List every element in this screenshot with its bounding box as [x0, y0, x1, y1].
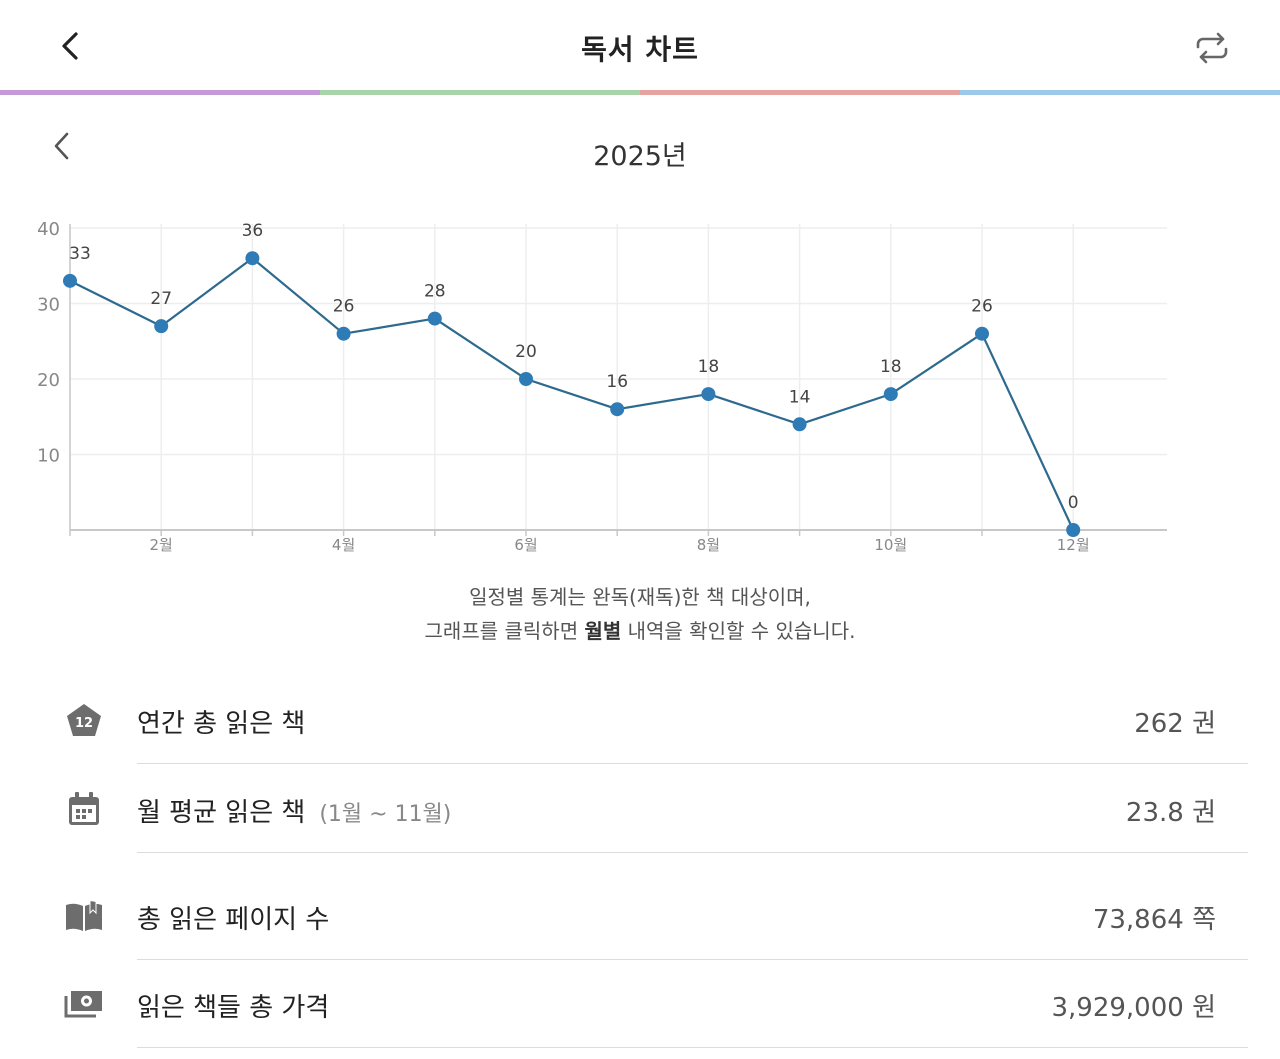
- calendar-icon: [64, 791, 104, 827]
- stat-label: 연간 총 읽은 책: [137, 703, 305, 740]
- color-segment: [0, 90, 320, 95]
- color-segment: [640, 90, 960, 95]
- data-label: 18: [880, 357, 902, 377]
- top-bar: 독서 차트: [0, 0, 1280, 92]
- year-label: 2025년: [593, 141, 687, 172]
- data-point[interactable]: [610, 402, 625, 417]
- y-tick-label: 40: [37, 219, 60, 240]
- page-title: 독서 차트: [581, 33, 699, 66]
- note-line-2-bold: 월별: [584, 619, 622, 643]
- money-icon: [64, 986, 104, 1022]
- data-point[interactable]: [63, 273, 77, 288]
- row-divider: [137, 852, 1248, 853]
- data-point[interactable]: [336, 326, 351, 341]
- data-point[interactable]: [701, 387, 716, 402]
- x-tick-label: 4월: [332, 536, 355, 554]
- y-tick-label: 20: [37, 370, 60, 391]
- stat-label: 총 읽은 페이지 수: [137, 899, 329, 936]
- stat-sublabel: (1월 ~ 11월): [319, 802, 452, 827]
- stat-value: 23.8 권: [1125, 798, 1216, 828]
- series-line: [69, 257, 1075, 531]
- row-divider: [137, 959, 1248, 960]
- data-label: 16: [606, 372, 628, 392]
- note-line-1: 일정별 통계는 완독(재독)한 책 대상이며,: [469, 585, 811, 609]
- stat-row-annual-books: 12 연간 총 읽은 책 262 권: [60, 676, 1248, 764]
- x-tick-label: 6월: [514, 536, 537, 554]
- data-point[interactable]: [427, 311, 442, 326]
- line-chart[interactable]: 10 20 30 40 2월 4월 6월 8월 10월 12월 33 27 36 26 28 20 16 18 14…: [30, 210, 1180, 555]
- x-tick-label: 10월: [874, 536, 907, 554]
- y-tick-label: 10: [37, 446, 60, 467]
- data-label: 26: [971, 297, 993, 317]
- stat-row-total-price: 읽은 책들 총 가격 3,929,000 원: [60, 960, 1248, 1048]
- note-line-2: 그래프를 클릭하면 월별 내역을 확인할 수 있습니다.: [0, 614, 1280, 648]
- stat-value: 262 권: [1134, 709, 1216, 739]
- stat-value: 3,929,000 원: [1051, 993, 1216, 1023]
- x-tick-label: 12월: [1057, 536, 1090, 554]
- monthly-reading-chart[interactable]: 10 20 30 40 2월 4월 6월 8월 10월 12월 33 27 36 26 28 20 16 18 14…: [30, 210, 1180, 555]
- stat-label: 월 평균 읽은 책 (1월 ~ 11월): [137, 792, 451, 829]
- pentagon-number: 12: [75, 716, 93, 731]
- back-button[interactable]: [48, 24, 92, 68]
- data-label: 33: [69, 244, 91, 264]
- color-segment: [320, 90, 640, 95]
- color-segment: [960, 90, 1280, 95]
- note-line-2-post: 내역을 확인할 수 있습니다.: [621, 619, 856, 643]
- chevron-left-icon: [54, 132, 69, 160]
- data-label: 18: [698, 357, 720, 377]
- color-divider: [0, 90, 1280, 95]
- data-label: 14: [789, 387, 811, 407]
- data-label: 28: [424, 282, 446, 302]
- chevron-left-icon: [62, 32, 78, 60]
- data-label: 36: [242, 221, 264, 241]
- swap-arrows-icon: [1196, 32, 1228, 64]
- data-label: 27: [150, 289, 172, 309]
- x-tick-label: 2월: [150, 536, 173, 554]
- stat-label-text: 연간 총 읽은 책: [137, 709, 306, 739]
- data-label: 0: [1068, 493, 1079, 513]
- year-navigation: 2025년: [0, 110, 1280, 190]
- stat-value: 73,864 쪽: [1092, 905, 1216, 935]
- note-line-2-pre: 그래프를 클릭하면: [424, 619, 585, 643]
- data-point[interactable]: [154, 319, 169, 334]
- switch-view-button[interactable]: [1188, 24, 1236, 72]
- previous-year-button[interactable]: [40, 124, 84, 168]
- chart-note: 일정별 통계는 완독(재독)한 책 대상이며, 그래프를 클릭하면 월별 내역을…: [0, 580, 1280, 648]
- data-point[interactable]: [1066, 523, 1081, 537]
- row-divider: [137, 763, 1248, 764]
- data-point[interactable]: [975, 326, 989, 341]
- stat-row-monthly-average: 월 평균 읽은 책 (1월 ~ 11월) 23.8 권: [60, 765, 1248, 853]
- open-book-icon: [64, 898, 104, 934]
- data-label: 26: [333, 297, 355, 317]
- data-label: 20: [515, 342, 537, 362]
- stat-label-text: 읽은 책들 총 가격: [137, 993, 330, 1023]
- y-tick-label: 30: [37, 295, 60, 316]
- x-tick-label: 8월: [697, 536, 720, 554]
- stat-label: 읽은 책들 총 가격: [137, 987, 329, 1024]
- pentagon-12-icon: 12: [64, 702, 104, 738]
- data-point[interactable]: [519, 372, 533, 386]
- row-divider: [137, 1047, 1248, 1048]
- stat-label-text: 총 읽은 페이지 수: [137, 905, 330, 935]
- data-point[interactable]: [883, 387, 898, 402]
- stat-row-total-pages: 총 읽은 페이지 수 73,864 쪽: [60, 872, 1248, 960]
- data-point[interactable]: [792, 417, 807, 432]
- data-point[interactable]: [245, 251, 260, 266]
- stat-label-text: 월 평균 읽은 책: [137, 798, 306, 828]
